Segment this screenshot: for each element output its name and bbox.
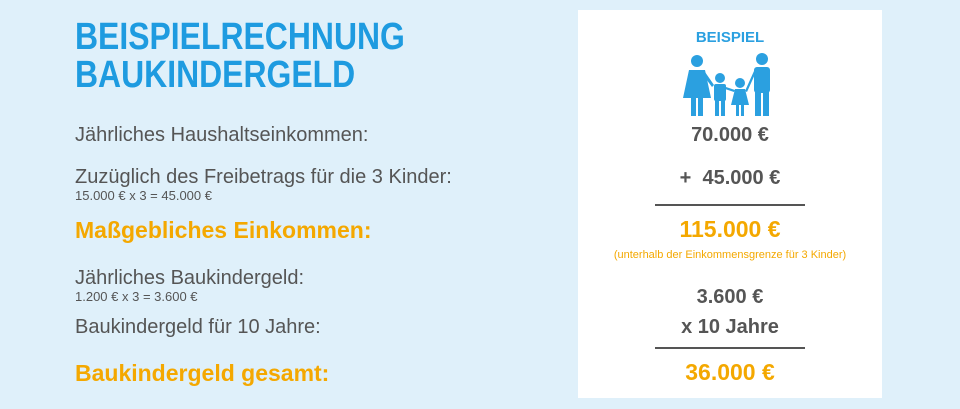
row-label: Jährliches Haushaltseinkommen: xyxy=(75,124,369,146)
row-label: Baukindergeld gesamt: xyxy=(75,360,330,386)
row-sub: 15.000 € x 3 = 45.000 € xyxy=(75,188,212,203)
row-value: 3.600 € xyxy=(696,286,764,308)
title-line: BEISPIELRECHNUNG xyxy=(75,16,405,58)
panel-label: BEISPIEL xyxy=(695,29,765,46)
family-icon xyxy=(683,53,770,116)
title-line: BAUKINDERGELD xyxy=(75,54,356,96)
row-note: (unterhalb der Einkommensgrenze für 3 Ki… xyxy=(613,249,847,261)
row-value: x 10 Jahre xyxy=(681,316,779,338)
row-value: + 45.000 € xyxy=(679,167,781,189)
sum-rule xyxy=(655,204,805,206)
row-value: 70.000 € xyxy=(691,124,769,146)
row-label: Maßgebliches Einkommen: xyxy=(75,217,372,243)
sum-rule xyxy=(655,347,805,349)
row-label: Jährliches Baukindergeld: xyxy=(75,267,305,289)
row-value: 115.000 € xyxy=(679,216,781,242)
row-label: Baukindergeld für 10 Jahre: xyxy=(75,316,321,338)
row-label: Zuzüglich des Freibetrags für die 3 Kind… xyxy=(75,166,452,188)
row-value: 36.000 € xyxy=(685,359,775,385)
row-sub: 1.200 € x 3 = 3.600 € xyxy=(75,289,198,304)
